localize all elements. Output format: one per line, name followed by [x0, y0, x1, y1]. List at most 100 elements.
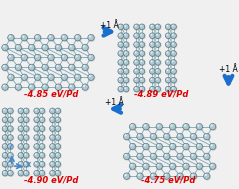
Circle shape: [16, 65, 18, 67]
Circle shape: [29, 84, 35, 91]
Circle shape: [150, 77, 155, 83]
Circle shape: [49, 55, 51, 57]
Text: -4.85 eV/Pd: -4.85 eV/Pd: [24, 90, 79, 98]
Circle shape: [191, 134, 194, 136]
Circle shape: [23, 170, 29, 176]
Circle shape: [134, 24, 140, 30]
Circle shape: [69, 65, 75, 71]
Circle shape: [55, 84, 61, 90]
Circle shape: [69, 84, 75, 91]
Circle shape: [36, 75, 38, 77]
Circle shape: [42, 44, 48, 51]
Circle shape: [118, 51, 124, 57]
Circle shape: [150, 173, 157, 179]
Circle shape: [155, 78, 161, 83]
Circle shape: [151, 87, 152, 89]
Circle shape: [204, 134, 210, 140]
Circle shape: [134, 33, 139, 38]
Text: +1 Å: +1 Å: [105, 98, 124, 107]
Circle shape: [151, 69, 152, 71]
Circle shape: [155, 24, 161, 29]
Circle shape: [118, 24, 124, 30]
Circle shape: [143, 163, 150, 170]
Circle shape: [9, 162, 11, 164]
Circle shape: [21, 54, 27, 61]
Circle shape: [88, 34, 94, 41]
Circle shape: [172, 43, 174, 45]
Circle shape: [171, 24, 176, 29]
Circle shape: [2, 44, 8, 51]
Circle shape: [139, 77, 145, 83]
Circle shape: [143, 124, 150, 130]
Circle shape: [18, 117, 23, 122]
Circle shape: [166, 60, 171, 66]
Circle shape: [124, 87, 126, 89]
Circle shape: [171, 42, 176, 47]
Circle shape: [130, 163, 136, 170]
Circle shape: [34, 135, 39, 140]
Circle shape: [8, 108, 14, 114]
Circle shape: [8, 171, 14, 176]
Circle shape: [172, 34, 174, 36]
Circle shape: [150, 42, 155, 47]
Circle shape: [24, 162, 29, 167]
Circle shape: [165, 77, 171, 83]
Circle shape: [18, 153, 23, 158]
Circle shape: [155, 87, 161, 92]
Circle shape: [151, 25, 152, 27]
Circle shape: [83, 65, 85, 67]
Circle shape: [3, 171, 8, 176]
Circle shape: [151, 34, 152, 36]
Circle shape: [50, 126, 56, 132]
Circle shape: [151, 154, 157, 160]
Circle shape: [40, 153, 45, 159]
Circle shape: [183, 143, 189, 149]
Circle shape: [39, 144, 45, 149]
Circle shape: [2, 108, 8, 114]
Circle shape: [171, 33, 177, 39]
Circle shape: [166, 78, 171, 83]
Circle shape: [50, 153, 55, 158]
Circle shape: [178, 154, 180, 156]
Circle shape: [165, 51, 171, 56]
Circle shape: [157, 163, 163, 170]
Circle shape: [196, 123, 202, 130]
Circle shape: [150, 51, 155, 56]
Circle shape: [30, 45, 32, 47]
Text: +1 Å: +1 Å: [100, 21, 119, 30]
Circle shape: [40, 171, 42, 173]
Circle shape: [28, 64, 35, 70]
Circle shape: [40, 153, 42, 155]
Circle shape: [3, 162, 8, 167]
Circle shape: [22, 74, 28, 81]
Circle shape: [139, 60, 145, 65]
Circle shape: [139, 42, 145, 47]
Circle shape: [3, 171, 5, 173]
Circle shape: [123, 33, 129, 38]
Circle shape: [165, 134, 167, 136]
Circle shape: [3, 117, 8, 123]
Circle shape: [156, 52, 158, 53]
Circle shape: [24, 109, 26, 111]
Circle shape: [143, 144, 150, 150]
Circle shape: [140, 25, 142, 27]
Circle shape: [69, 44, 75, 51]
Circle shape: [23, 117, 29, 122]
Circle shape: [18, 108, 24, 114]
Circle shape: [172, 60, 174, 62]
Circle shape: [29, 65, 35, 71]
Circle shape: [156, 87, 158, 89]
Circle shape: [75, 34, 81, 41]
Circle shape: [50, 162, 56, 167]
Circle shape: [18, 126, 24, 132]
Circle shape: [19, 162, 21, 164]
Circle shape: [143, 163, 149, 169]
Circle shape: [118, 60, 123, 65]
Circle shape: [143, 123, 149, 130]
Circle shape: [150, 33, 156, 39]
Circle shape: [123, 51, 129, 56]
Circle shape: [49, 35, 51, 38]
Circle shape: [135, 43, 137, 45]
Circle shape: [119, 25, 121, 27]
Circle shape: [61, 74, 67, 80]
